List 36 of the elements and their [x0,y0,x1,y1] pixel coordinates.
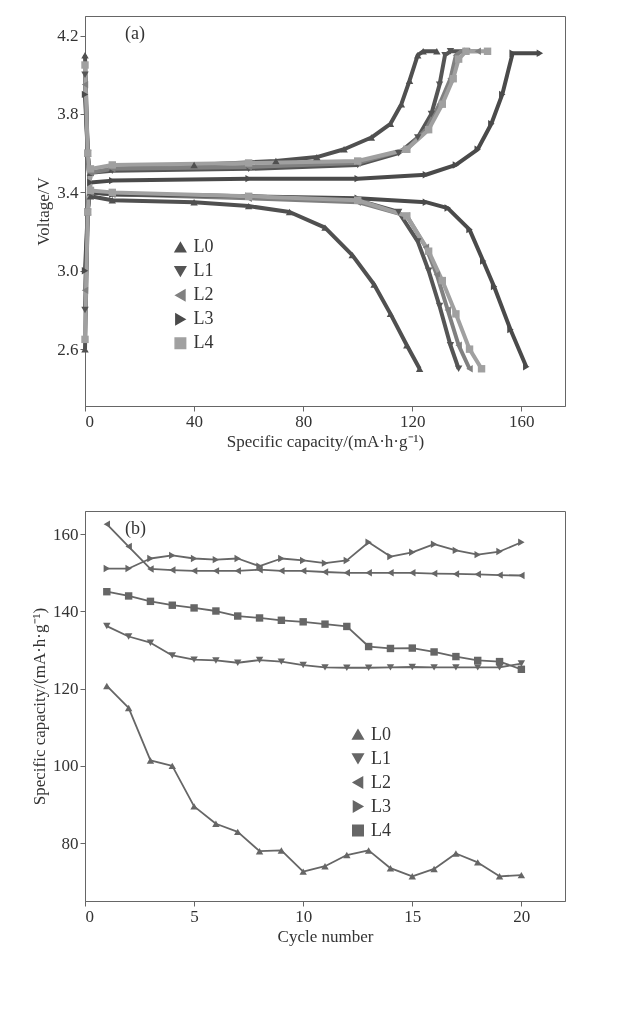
y-axis-title: Voltage/V [34,176,54,246]
legend-label: L4 [193,332,214,353]
y-tick-label: 3.8 [57,104,79,124]
y-tick-label: 3.4 [57,182,79,202]
x-axis-title: Specific capacity/(mA·h·g⁻¹) [226,431,425,451]
y-tick-label: 140 [53,601,79,621]
legend-label: L3 [371,795,391,816]
y-axis-title: Specific capacity/(mA·h·g⁻¹) [30,607,49,806]
x-tick-label: 5 [190,906,199,926]
y-tick-label: 160 [53,524,79,544]
x-tick-label: 160 [509,411,535,431]
y-tick-label: 4.2 [57,26,79,46]
x-tick-label: 15 [404,906,422,926]
legend-label: L1 [193,260,214,281]
legend-label: L0 [371,723,391,744]
legend-label: L3 [193,308,214,329]
x-tick-label: 0 [85,906,94,926]
x-tick-label: 0 [85,411,94,431]
x-tick-label: 120 [400,411,426,431]
legend-label: L0 [193,236,214,257]
annotation: (b) [125,518,146,539]
y-tick-label: 120 [53,679,79,699]
y-tick-label: 80 [61,833,79,853]
x-axis-title: Cycle number [277,926,374,946]
y-tick-label: 100 [53,756,79,776]
annotation: (a) [125,23,145,44]
legend-label: L2 [371,771,391,792]
x-tick-label: 10 [295,906,313,926]
legend-label: L1 [371,747,391,768]
x-tick-label: 40 [186,411,204,431]
x-tick-label: 20 [513,906,531,926]
y-tick-label: 3.0 [57,261,79,281]
x-tick-label: 80 [295,411,313,431]
legend-label: L2 [193,284,214,305]
y-tick-label: 2.6 [57,339,79,359]
legend-label: L4 [371,819,391,840]
